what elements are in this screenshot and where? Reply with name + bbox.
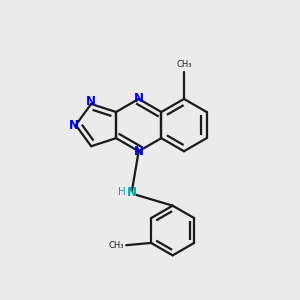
Text: CH₃: CH₃ <box>109 241 124 250</box>
Text: H: H <box>118 187 126 197</box>
Text: N: N <box>127 185 137 199</box>
Text: CH₃: CH₃ <box>176 61 192 70</box>
Text: N: N <box>134 92 144 105</box>
Text: N: N <box>86 95 96 108</box>
Text: N: N <box>134 145 144 158</box>
Text: N: N <box>68 118 79 132</box>
